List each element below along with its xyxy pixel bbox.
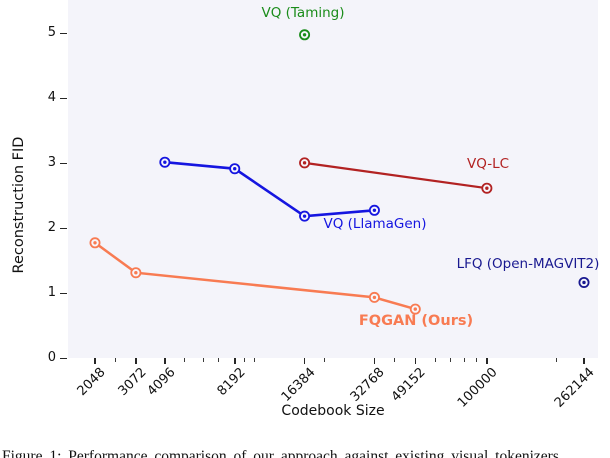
- x-tick-mark: [414, 358, 417, 364]
- x-minor-tick-mark: [434, 358, 436, 362]
- plot-area: [68, 0, 598, 358]
- x-tick-mark: [234, 358, 236, 364]
- y-tick-label: 0: [47, 349, 56, 365]
- x-tick-mark: [164, 358, 166, 364]
- series-label-vq-taming: VQ (Taming): [261, 5, 345, 21]
- x-tick-mark: [94, 358, 96, 364]
- y-tick-mark: [60, 162, 67, 165]
- x-minor-tick-mark: [324, 358, 326, 362]
- data-point-lfq-open-magvit2: [578, 276, 590, 288]
- data-point-vq-llamagen: [229, 163, 241, 175]
- y-tick-mark: [60, 357, 67, 360]
- series-line-vq-lc: [303, 161, 488, 190]
- series-label-lfq-open-magvit2: LFQ (Open-MAGVIT2): [456, 256, 600, 272]
- data-point-vq-taming: [299, 29, 311, 41]
- figure-caption: Figure 1: Performance comparison of our …: [2, 448, 563, 458]
- data-point-fqgan-ours: [89, 237, 101, 249]
- data-point-vq-lc: [481, 182, 493, 194]
- y-tick-label: 2: [47, 219, 56, 235]
- x-tick-mark: [135, 358, 137, 364]
- data-point-fqgan-ours: [409, 303, 421, 315]
- x-minor-tick-mark: [218, 358, 220, 362]
- x-minor-tick-mark: [184, 358, 186, 362]
- x-minor-tick-mark: [475, 358, 477, 362]
- x-minor-tick-mark: [243, 358, 245, 362]
- y-tick-mark: [60, 32, 67, 35]
- y-tick-label: 3: [47, 154, 56, 170]
- x-minor-tick-mark: [450, 358, 452, 362]
- x-minor-tick-mark: [202, 358, 204, 362]
- y-tick-mark: [60, 292, 67, 295]
- data-point-vq-lc: [299, 157, 311, 169]
- data-point-fqgan-ours: [368, 291, 380, 303]
- series-line-fqgan-ours: [93, 241, 417, 311]
- x-tick-mark: [486, 358, 488, 364]
- y-axis-label: Reconstruction FID: [11, 136, 27, 274]
- x-minor-tick-mark: [463, 358, 465, 362]
- x-minor-tick-mark: [556, 358, 558, 362]
- x-tick-mark: [373, 358, 376, 364]
- x-tick-mark: [583, 358, 585, 364]
- series-label-vq-lc: VQ-LC: [466, 156, 510, 172]
- x-axis-label: Codebook Size: [281, 403, 385, 419]
- y-tick-label: 1: [47, 284, 56, 300]
- y-tick-mark: [60, 227, 67, 230]
- x-minor-tick-mark: [114, 358, 116, 362]
- series-line-vq-llamagen: [163, 160, 376, 218]
- series-label-fqgan-ours: FQGAN (Ours): [358, 313, 474, 329]
- y-tick-label: 4: [47, 89, 56, 105]
- data-point-vq-llamagen: [299, 210, 311, 222]
- data-point-fqgan-ours: [130, 267, 142, 279]
- series-label-vq-llamagen: VQ (LlamaGen): [323, 216, 427, 232]
- y-tick-label: 5: [47, 24, 56, 40]
- data-point-vq-llamagen: [368, 204, 380, 216]
- x-minor-tick-mark: [394, 358, 396, 362]
- x-minor-tick-mark: [254, 358, 256, 362]
- x-tick-mark: [303, 358, 306, 364]
- data-point-vq-llamagen: [159, 156, 171, 168]
- y-tick-mark: [60, 97, 67, 100]
